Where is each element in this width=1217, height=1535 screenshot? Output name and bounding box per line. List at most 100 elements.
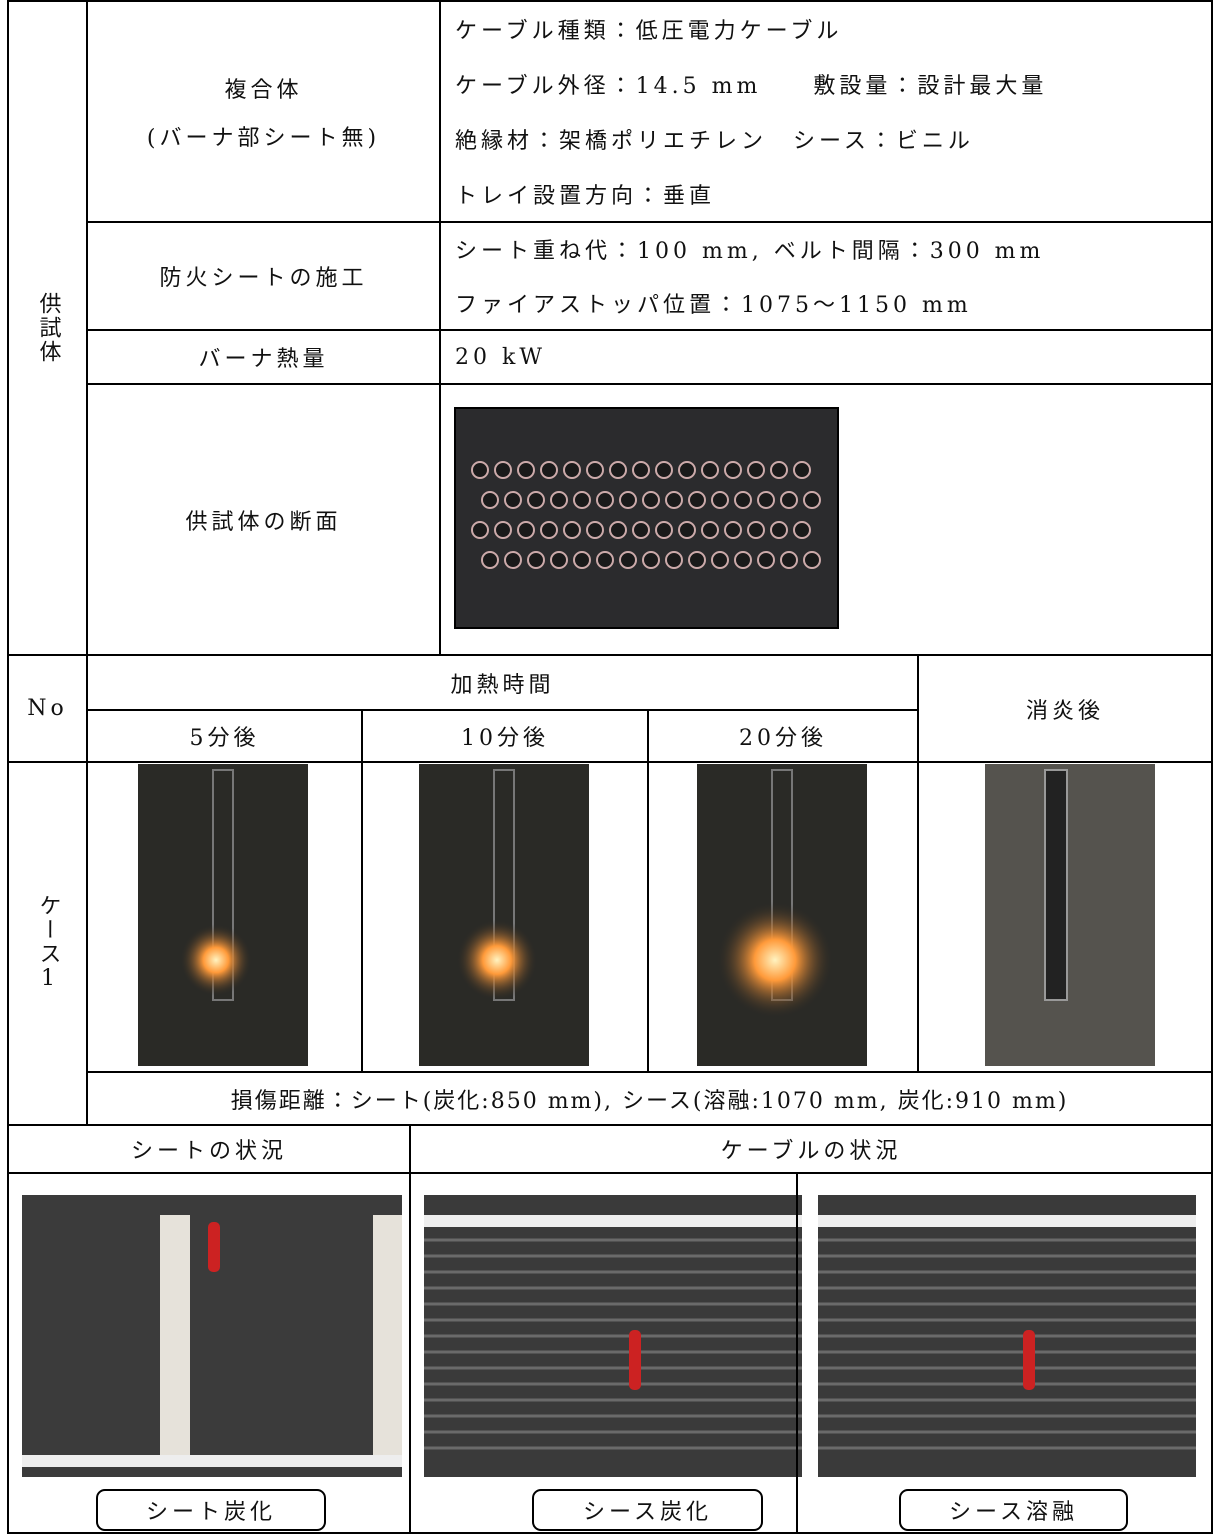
time-header: 10分後 (461, 726, 549, 751)
cable-end (527, 491, 545, 509)
cable-end (586, 461, 604, 479)
cable-end (770, 521, 788, 539)
detail-line: ケーブル種類：低圧電力ケーブル (455, 18, 843, 44)
cable-end (780, 491, 798, 509)
caption: シート炭化 (145, 1500, 276, 1525)
cable-end (471, 461, 489, 479)
cable-end (573, 491, 591, 509)
cable-end (678, 521, 696, 539)
table-border (7, 0, 1213, 1534)
sheet-header: シートの状況 (130, 1139, 287, 1164)
cable-end (517, 521, 535, 539)
photo-ladder (212, 769, 234, 1001)
time-header: 20分後 (739, 726, 827, 751)
cable-end (609, 461, 627, 479)
cable-end (793, 461, 811, 479)
cable-end (632, 461, 650, 479)
photo-flame (456, 919, 538, 1001)
cable-end (504, 551, 522, 569)
cable-end (632, 521, 650, 539)
cable-end (724, 521, 742, 539)
cable-end (688, 551, 706, 569)
cable-end (596, 551, 614, 569)
cable-end (563, 521, 581, 539)
cable-end (734, 551, 752, 569)
cable-end (619, 551, 637, 569)
caption-box (532, 1489, 763, 1531)
item-label: (バーナ部シート無) (146, 125, 381, 151)
cable-end (540, 461, 558, 479)
detail-line: シート重ね代：100 mm, ベルト間隔：300 mm (455, 239, 1045, 264)
photo-cross-section (454, 407, 839, 629)
cable-end (655, 521, 673, 539)
detail-line: トレイ設置方向：垂直 (455, 184, 716, 210)
photo-after (985, 764, 1155, 1066)
photo-belt (373, 1215, 402, 1460)
cable-end (540, 521, 558, 539)
cable-end (711, 551, 729, 569)
photo-driver (208, 1222, 220, 1272)
damage-text: 損傷距離：シート(炭化:850 mm), シース(溶融:1070 mm, 炭化:… (230, 1088, 1069, 1114)
cable-end (481, 491, 499, 509)
detail-line: ケーブル外径：14.5 mm 敷設量：設計最大量 (455, 73, 1048, 99)
cable-end (678, 461, 696, 479)
cable-end (550, 551, 568, 569)
cable-end (701, 461, 719, 479)
no-label: No (27, 696, 68, 721)
item-label: 複合体 (224, 77, 303, 103)
photo-ladder (493, 769, 515, 1001)
cable-end (494, 461, 512, 479)
photo-flame (180, 924, 252, 996)
cable-end (747, 521, 765, 539)
cable-end (642, 491, 660, 509)
photo-ladder (1044, 769, 1068, 1001)
item-label: 防火シートの施工 (159, 266, 368, 291)
cable-end (793, 521, 811, 539)
cable-end (527, 551, 545, 569)
photo-fire (138, 764, 308, 1066)
cable-end (655, 461, 673, 479)
cable-end (688, 491, 706, 509)
caption: シース溶融 (949, 1500, 1078, 1525)
cable-end (780, 551, 798, 569)
photo-ruler (22, 1455, 402, 1467)
cable-end (711, 491, 729, 509)
after-label: 消炎後 (1025, 698, 1104, 724)
photo-driver (629, 1330, 641, 1390)
cable-end (734, 491, 752, 509)
photo-driver (1023, 1330, 1035, 1390)
item-label: バーナ熱量 (198, 347, 329, 372)
detail-line: 絶縁材：架橋ポリエチレン シース：ビニル (455, 129, 974, 155)
detail-line: ファイアストッパ位置：1075～1150 mm (455, 293, 972, 318)
photo-ruler (424, 1215, 802, 1227)
photo-fire (419, 764, 589, 1066)
cable-end (747, 461, 765, 479)
cable-end (701, 521, 719, 539)
time-header: 5分後 (189, 726, 260, 751)
cable-end (757, 551, 775, 569)
cable-end (494, 521, 512, 539)
photo-flame (716, 901, 834, 1019)
cable-end (504, 491, 522, 509)
cable-end (563, 461, 581, 479)
cable-end (803, 491, 821, 509)
cable-end (596, 491, 614, 509)
cable-end (550, 491, 568, 509)
cable-end (665, 551, 683, 569)
cable-end (757, 491, 775, 509)
detail-line: 20 kW (455, 344, 546, 370)
cable-end (471, 521, 489, 539)
cable-end (573, 551, 591, 569)
photo-ruler (818, 1215, 1196, 1227)
caption-box (899, 1489, 1128, 1531)
caption: シース炭化 (583, 1500, 712, 1525)
cable-end (609, 521, 627, 539)
cable-end (481, 551, 499, 569)
caption-box (96, 1489, 326, 1531)
cable-end (517, 461, 535, 479)
specimen-label: 供試体 (35, 292, 61, 364)
cable-header: ケーブルの状況 (720, 1139, 902, 1164)
cable-end (586, 521, 604, 539)
